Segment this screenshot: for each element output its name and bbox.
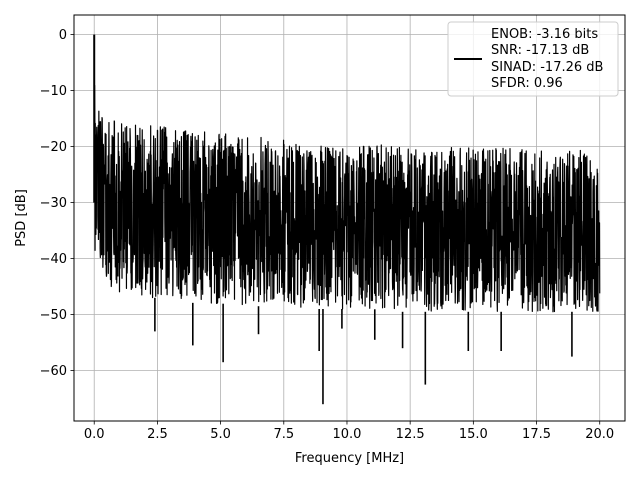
y-tick-label: −60 bbox=[40, 364, 67, 379]
legend-entry-enob: ENOB: -3.16 bits bbox=[491, 27, 598, 42]
x-tick-label: 20.0 bbox=[585, 427, 614, 442]
y-tick-label: −20 bbox=[40, 140, 67, 155]
y-tick-label: −40 bbox=[40, 252, 67, 267]
legend: ENOB: -3.16 bits SNR: -17.13 dB SINAD: -… bbox=[447, 21, 619, 97]
axis-ticks: 0.0 2.5 5.0 7.5 10.0 12.5 15.0 17.5 20.0 0 −10 −20 −… bbox=[40, 28, 615, 442]
y-tick-label: −30 bbox=[40, 196, 67, 211]
x-axis-label: Frequency [MHz] bbox=[295, 451, 404, 466]
x-tick-label: 15.0 bbox=[459, 427, 488, 442]
legend-entry-snr: SNR: -17.13 dB bbox=[491, 43, 589, 58]
x-tick-label: 7.5 bbox=[273, 427, 294, 442]
plot-frame bbox=[73, 14, 626, 422]
y-tick-label: 0 bbox=[59, 28, 67, 43]
x-tick-label: 12.5 bbox=[396, 427, 425, 442]
psd-trace bbox=[93, 34, 601, 405]
psd-trace-line bbox=[93, 34, 601, 313]
x-tick-label: 2.5 bbox=[147, 427, 168, 442]
legend-entry-sfdr: SFDR: 0.96 bbox=[491, 76, 563, 91]
y-axis-label: PSD [dB] bbox=[14, 189, 29, 247]
x-tick-label: 10.0 bbox=[332, 427, 361, 442]
legend-entry-sinad: SINAD: -17.26 dB bbox=[491, 60, 603, 75]
x-tick-label: 5.0 bbox=[210, 427, 231, 442]
y-tick-label: −10 bbox=[40, 84, 67, 99]
legend-box bbox=[447, 21, 619, 97]
x-tick-label: 17.5 bbox=[522, 427, 551, 442]
x-tick-label: 0.0 bbox=[84, 427, 105, 442]
y-tick-label: −50 bbox=[40, 308, 67, 323]
